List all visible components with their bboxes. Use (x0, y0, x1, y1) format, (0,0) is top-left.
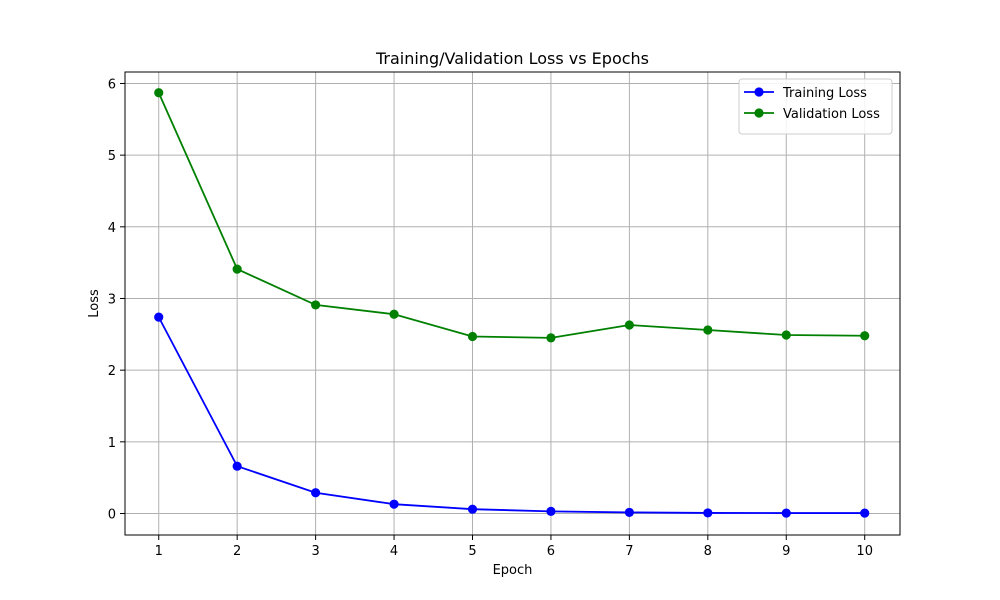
y-tick-label: 5 (108, 149, 116, 164)
validation-loss-point (311, 300, 321, 310)
validation-loss-point (624, 320, 634, 330)
legend-label: Training Loss (782, 86, 867, 101)
training-loss-point (624, 507, 634, 518)
series-layer (154, 88, 870, 518)
legend-swatch-marker (754, 108, 764, 118)
y-tick-label: 0 (108, 507, 116, 522)
training-loss-point (154, 312, 164, 322)
x-tick-label: 5 (468, 544, 476, 559)
x-axis-label: Epoch (493, 563, 533, 578)
y-tick-label: 1 (108, 436, 116, 451)
training-loss-point (703, 508, 713, 518)
x-tick-label: 2 (233, 544, 241, 559)
x-tick-label: 4 (390, 544, 398, 559)
validation-loss-point (703, 325, 713, 335)
training-loss-point (781, 508, 791, 518)
x-tick-label: 9 (782, 544, 790, 559)
training-loss-series (154, 312, 870, 518)
legend-item-training-loss: Training Loss (744, 86, 867, 101)
validation-loss-point (860, 331, 870, 341)
chart-title: Training/Validation Loss vs Epochs (375, 49, 649, 68)
y-tick-label: 6 (108, 77, 116, 92)
legend: Training Loss Validation Loss (738, 78, 893, 135)
plot-frame (124, 71, 901, 536)
validation-loss-point (232, 264, 242, 274)
training-loss-point (232, 461, 242, 471)
x-tick-label: 7 (625, 544, 633, 559)
validation-loss-line (157, 92, 865, 339)
legend-label: Validation Loss (783, 107, 880, 122)
training-loss-point (546, 506, 556, 516)
x-tick-label: 3 (311, 544, 319, 559)
x-tick-label: 10 (856, 544, 873, 559)
x-tick-label: 1 (155, 544, 163, 559)
legend-swatch-marker (754, 87, 764, 97)
validation-loss-point (546, 333, 556, 343)
legend-box (738, 78, 893, 135)
x-tick-label: 8 (704, 544, 712, 559)
training-loss-point (860, 508, 870, 518)
validation-loss-point (154, 88, 164, 98)
ticks: 1 2 3 4 5 6 7 8 9 10 0 1 2 3 4 5 6 (108, 77, 873, 559)
legend-item-validation-loss: Validation Loss (744, 107, 880, 122)
y-axis-label: Loss (87, 289, 102, 318)
validation-loss-series (154, 88, 870, 343)
y-tick-label: 3 (108, 292, 116, 307)
x-tick-label: 6 (547, 544, 555, 559)
training-loss-point (311, 488, 321, 498)
validation-loss-point (389, 309, 399, 319)
training-loss-point (389, 499, 399, 509)
validation-loss-point (467, 331, 478, 342)
training-loss-line (157, 316, 865, 514)
validation-loss-point (781, 330, 791, 340)
training-loss-point (467, 504, 478, 514)
y-tick-label: 4 (108, 221, 116, 236)
y-tick-label: 2 (108, 364, 116, 379)
